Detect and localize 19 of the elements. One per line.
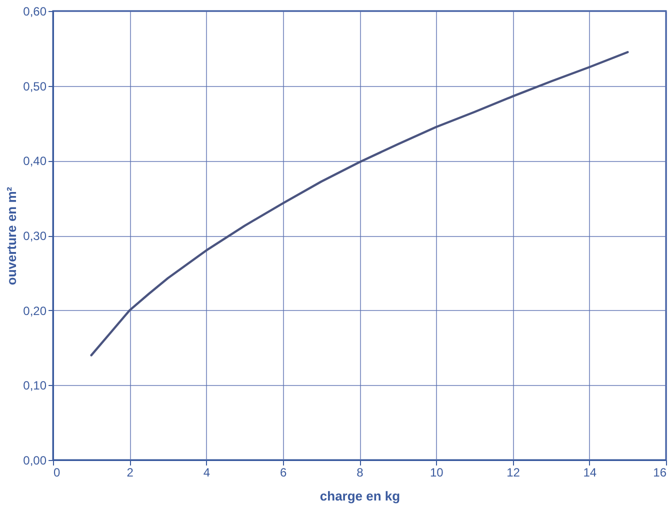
x-tick-label: 2 (126, 466, 134, 480)
line-series (90, 51, 629, 356)
x-tick-label: 16 (653, 466, 667, 480)
x-tick-label: 14 (583, 466, 597, 480)
y-tick-label: 0,10 (23, 378, 47, 393)
y-tick-label: 0,60 (23, 4, 47, 18)
y-tick-label: 0,20 (23, 304, 47, 318)
y-tick-label: 0,30 (23, 229, 47, 243)
x-tick-label: 6 (280, 466, 288, 480)
x-tick-label: 12 (506, 466, 520, 480)
x-tick-label: 10 (430, 466, 444, 480)
x-axis-title: charge en kg (320, 488, 400, 504)
x-tick-label: 4 (203, 466, 210, 480)
x-tick-label: 0 (54, 466, 60, 480)
y-tick-label: 0,50 (23, 79, 47, 94)
x-tick-label: 8 (356, 466, 364, 480)
y-tick-label: 0,00 (23, 454, 47, 468)
y-tick-label: 0,40 (23, 154, 47, 168)
y-axis-title: ouverture en m² (4, 186, 20, 286)
